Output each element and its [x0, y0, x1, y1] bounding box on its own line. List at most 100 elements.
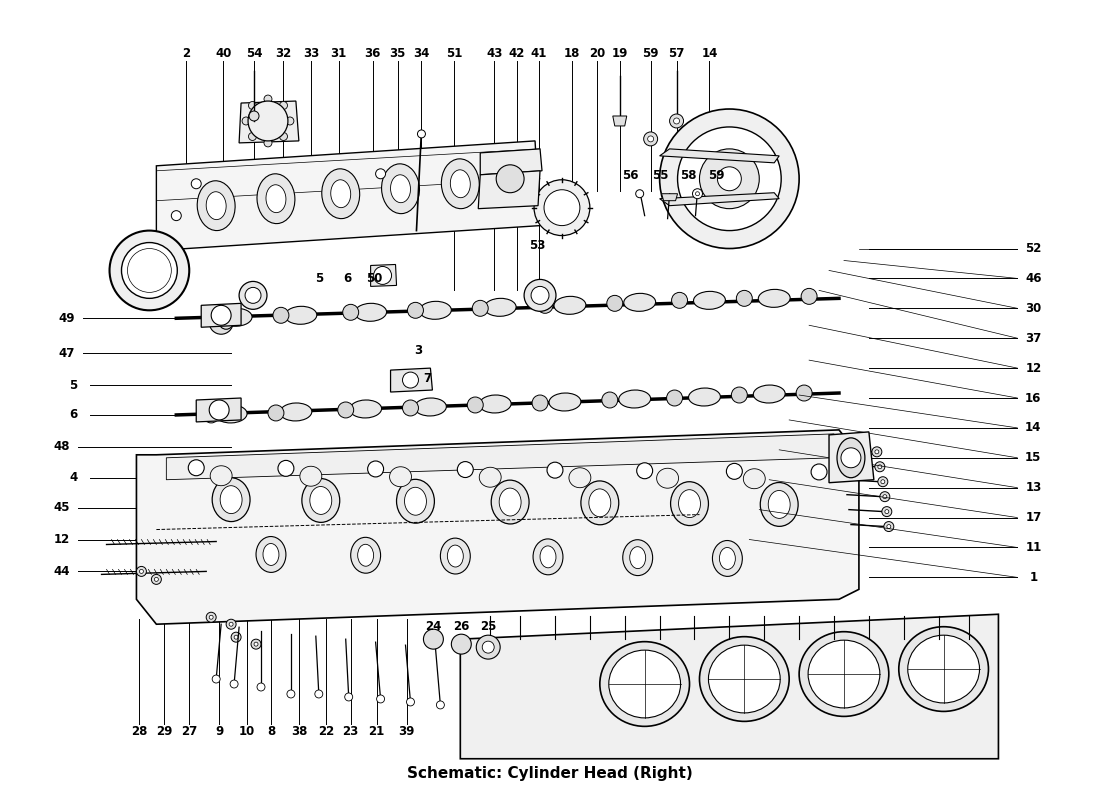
Text: 52: 52 — [1025, 242, 1042, 255]
Circle shape — [697, 721, 705, 729]
Text: 17: 17 — [1025, 511, 1042, 524]
Circle shape — [537, 298, 553, 314]
Text: 22: 22 — [318, 726, 334, 738]
Ellipse shape — [700, 637, 789, 722]
Ellipse shape — [754, 385, 785, 403]
Circle shape — [607, 295, 623, 311]
Circle shape — [264, 95, 272, 103]
Circle shape — [476, 635, 501, 659]
Circle shape — [279, 133, 287, 141]
Text: 47: 47 — [58, 346, 75, 360]
Circle shape — [535, 180, 590, 235]
Ellipse shape — [197, 181, 235, 230]
Circle shape — [468, 397, 483, 413]
Ellipse shape — [719, 547, 736, 570]
Circle shape — [315, 690, 322, 698]
Text: 7: 7 — [424, 371, 431, 385]
Ellipse shape — [450, 170, 471, 198]
Circle shape — [670, 114, 683, 128]
Circle shape — [578, 711, 586, 719]
Circle shape — [602, 392, 618, 408]
Text: 5: 5 — [69, 378, 78, 391]
Polygon shape — [196, 398, 241, 422]
Circle shape — [424, 630, 443, 649]
Ellipse shape — [216, 405, 248, 423]
Text: 36: 36 — [364, 46, 381, 60]
Circle shape — [887, 525, 891, 529]
Circle shape — [407, 698, 415, 706]
Text: 53: 53 — [529, 239, 546, 252]
Text: 23: 23 — [342, 726, 359, 738]
Circle shape — [882, 506, 892, 517]
Text: 8: 8 — [267, 726, 275, 738]
Ellipse shape — [500, 166, 520, 194]
Circle shape — [245, 287, 261, 303]
Ellipse shape — [600, 642, 690, 726]
Ellipse shape — [549, 393, 581, 411]
Circle shape — [644, 132, 658, 146]
Ellipse shape — [358, 544, 374, 566]
Circle shape — [667, 390, 682, 406]
Ellipse shape — [671, 482, 708, 526]
Circle shape — [286, 117, 294, 125]
Text: 1: 1 — [1030, 571, 1037, 584]
Ellipse shape — [220, 308, 252, 326]
Ellipse shape — [837, 438, 865, 478]
Ellipse shape — [301, 478, 340, 522]
Polygon shape — [460, 614, 999, 758]
Circle shape — [407, 302, 424, 318]
Ellipse shape — [540, 546, 556, 568]
Ellipse shape — [899, 626, 989, 711]
Text: 56: 56 — [623, 170, 639, 182]
Circle shape — [496, 165, 524, 193]
Polygon shape — [660, 193, 779, 206]
Text: 59: 59 — [708, 170, 725, 182]
Circle shape — [492, 705, 499, 713]
Circle shape — [458, 462, 473, 478]
Ellipse shape — [206, 192, 227, 220]
Circle shape — [234, 635, 238, 639]
Ellipse shape — [588, 489, 610, 517]
Ellipse shape — [279, 403, 311, 421]
Circle shape — [403, 400, 418, 416]
Text: 27: 27 — [182, 726, 197, 738]
Circle shape — [796, 385, 812, 401]
Circle shape — [403, 372, 418, 388]
Ellipse shape — [554, 296, 586, 314]
Circle shape — [344, 693, 353, 701]
Polygon shape — [660, 149, 779, 163]
Ellipse shape — [657, 468, 679, 488]
Circle shape — [548, 707, 556, 715]
Text: 44: 44 — [54, 565, 70, 578]
Circle shape — [544, 190, 580, 226]
Text: 30: 30 — [1025, 302, 1042, 315]
Text: 14: 14 — [1025, 422, 1042, 434]
Text: 5: 5 — [315, 272, 323, 285]
Text: 50: 50 — [366, 272, 383, 285]
Circle shape — [188, 460, 205, 476]
Circle shape — [648, 136, 653, 142]
Circle shape — [268, 405, 284, 421]
Text: 59: 59 — [642, 46, 659, 60]
Circle shape — [874, 450, 879, 454]
Ellipse shape — [266, 185, 286, 213]
Circle shape — [273, 307, 289, 323]
Text: 57: 57 — [669, 46, 684, 60]
Circle shape — [883, 522, 894, 531]
Circle shape — [727, 723, 736, 731]
Circle shape — [717, 167, 741, 190]
Circle shape — [206, 612, 217, 622]
Ellipse shape — [799, 632, 889, 716]
Circle shape — [140, 570, 143, 574]
Text: 29: 29 — [156, 726, 173, 738]
Ellipse shape — [492, 480, 529, 524]
Text: 19: 19 — [612, 46, 628, 60]
Text: 25: 25 — [480, 620, 496, 633]
Circle shape — [279, 102, 287, 110]
Text: 38: 38 — [290, 726, 307, 738]
Ellipse shape — [285, 306, 317, 324]
Ellipse shape — [581, 481, 619, 525]
Ellipse shape — [679, 490, 701, 518]
Ellipse shape — [354, 303, 386, 322]
Circle shape — [172, 210, 182, 221]
